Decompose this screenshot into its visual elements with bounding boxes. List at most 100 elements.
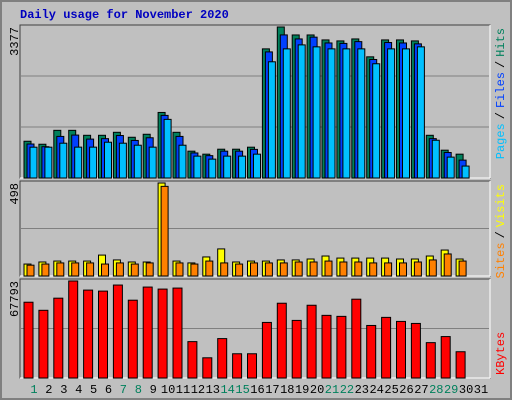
bar bbox=[253, 153, 261, 179]
bar bbox=[458, 260, 467, 277]
x-tick-label: 18 bbox=[280, 383, 294, 397]
bar bbox=[74, 146, 83, 179]
bar bbox=[56, 262, 65, 277]
bar bbox=[175, 262, 184, 277]
x-tick-label: 28 bbox=[429, 383, 443, 397]
bar bbox=[71, 262, 80, 277]
bar bbox=[187, 341, 198, 379]
x-tick-label: 22 bbox=[340, 383, 354, 397]
bar bbox=[309, 261, 318, 277]
x-tick-label: 14 bbox=[220, 383, 234, 397]
x-tick-label: 4 bbox=[75, 383, 82, 397]
bar bbox=[446, 156, 455, 179]
bar bbox=[279, 262, 288, 277]
y-tick-label: 498 bbox=[8, 183, 22, 205]
bar bbox=[416, 46, 425, 179]
bar bbox=[238, 155, 247, 179]
bar bbox=[127, 299, 138, 379]
bar bbox=[68, 280, 79, 379]
bar bbox=[294, 261, 303, 277]
bar bbox=[282, 48, 291, 179]
bar bbox=[223, 155, 232, 179]
bar bbox=[336, 315, 347, 379]
bar bbox=[247, 353, 257, 379]
bar bbox=[98, 290, 108, 379]
legend: Pages / Files / Hits bbox=[494, 28, 508, 159]
bar bbox=[163, 118, 172, 179]
bar bbox=[351, 298, 362, 379]
bar bbox=[142, 286, 153, 379]
x-tick-label: 23 bbox=[355, 383, 369, 397]
bar bbox=[86, 262, 95, 277]
bar bbox=[297, 44, 306, 179]
bar bbox=[455, 351, 466, 379]
bar bbox=[53, 297, 64, 379]
x-tick-label: 20 bbox=[310, 383, 324, 397]
legend-entry: Hits bbox=[494, 28, 508, 57]
bar bbox=[89, 146, 98, 179]
bar bbox=[250, 262, 258, 277]
bar bbox=[112, 284, 123, 379]
bar bbox=[425, 342, 436, 379]
bar bbox=[381, 316, 392, 379]
bar bbox=[312, 46, 321, 179]
bar bbox=[276, 302, 287, 379]
x-tick-label: 7 bbox=[120, 383, 127, 397]
bar bbox=[440, 336, 451, 379]
chart-title: Daily usage for November 2020 bbox=[20, 8, 229, 22]
bar bbox=[104, 141, 112, 179]
bar bbox=[357, 48, 366, 179]
bar bbox=[59, 142, 68, 179]
bar bbox=[115, 262, 124, 277]
bar bbox=[232, 353, 243, 379]
bar bbox=[205, 260, 214, 277]
bar bbox=[402, 48, 410, 179]
x-tick-label: 9 bbox=[150, 383, 157, 397]
x-tick-label: 29 bbox=[444, 383, 458, 397]
bar bbox=[83, 289, 94, 379]
bar bbox=[44, 146, 53, 179]
bar bbox=[443, 253, 452, 277]
bar bbox=[41, 263, 50, 277]
bar bbox=[267, 61, 276, 179]
bar bbox=[145, 262, 154, 277]
bar bbox=[261, 321, 272, 379]
x-tick-label: 5 bbox=[90, 383, 97, 397]
bar bbox=[202, 357, 213, 379]
bar bbox=[29, 146, 38, 179]
x-tick-label: 31 bbox=[474, 383, 488, 397]
x-tick-label: 6 bbox=[105, 383, 112, 397]
bar bbox=[193, 155, 202, 179]
x-tick-label: 21 bbox=[325, 383, 339, 397]
x-tick-label: 12 bbox=[191, 383, 205, 397]
bar bbox=[396, 320, 406, 379]
legend-entry: KBytes bbox=[494, 332, 508, 375]
x-tick-label: 15 bbox=[235, 383, 249, 397]
bar bbox=[220, 262, 229, 277]
legend-separator: / bbox=[494, 231, 508, 238]
x-tick-label: 10 bbox=[161, 383, 175, 397]
legend: Sites / Visits bbox=[494, 184, 508, 278]
bar bbox=[101, 263, 109, 277]
legend-entry: Visits bbox=[494, 184, 508, 227]
x-tick-label: 19 bbox=[295, 383, 309, 397]
bar bbox=[410, 322, 421, 379]
x-tick-label: 24 bbox=[369, 383, 383, 397]
bar bbox=[157, 288, 168, 379]
bar bbox=[217, 338, 228, 379]
bar bbox=[235, 263, 244, 277]
y-tick-label: 67793 bbox=[8, 281, 22, 317]
x-tick-label: 30 bbox=[459, 383, 473, 397]
x-tick-label: 8 bbox=[135, 383, 142, 397]
bar bbox=[327, 48, 336, 179]
bar bbox=[23, 301, 34, 379]
bar bbox=[372, 63, 381, 179]
bar bbox=[118, 142, 127, 179]
legend-entry: Pages bbox=[494, 123, 508, 159]
bar bbox=[399, 262, 407, 277]
x-tick-label: 27 bbox=[414, 383, 428, 397]
bar bbox=[160, 185, 169, 277]
legend-separator: / bbox=[494, 61, 508, 68]
